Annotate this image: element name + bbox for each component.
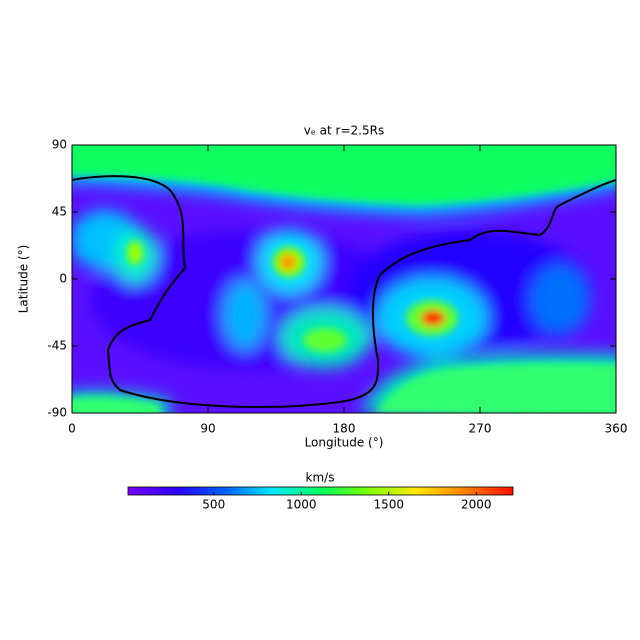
y-axis-label: Latitude (°): [17, 245, 31, 314]
neutral-line: [72, 175, 616, 408]
y-tick-label: -45: [47, 339, 67, 353]
heatmap-field: [72, 145, 616, 413]
colorbar-label: km/s: [306, 471, 335, 485]
x-tick-label: 360: [605, 422, 628, 436]
chart-title: vₑ at r=2.5Rs: [304, 124, 384, 138]
y-tick-label: 90: [52, 138, 67, 152]
x-tick-label: 0: [68, 422, 76, 436]
colorbar-tick-label: 1500: [373, 498, 404, 512]
y-tick-label: -90: [47, 406, 67, 420]
colorbar: [127, 486, 514, 496]
colorbar-tick-label: 1000: [286, 498, 317, 512]
colorbar-tick-label: 2000: [461, 498, 492, 512]
x-tick-label: 180: [333, 422, 356, 436]
x-tick-label: 90: [200, 422, 215, 436]
y-tick-label: 45: [52, 205, 67, 219]
x-tick-label: 270: [469, 422, 492, 436]
colorbar-tick-label: 500: [202, 498, 225, 512]
x-axis-label: Longitude (°): [305, 436, 384, 450]
y-tick-label: 0: [59, 272, 67, 286]
